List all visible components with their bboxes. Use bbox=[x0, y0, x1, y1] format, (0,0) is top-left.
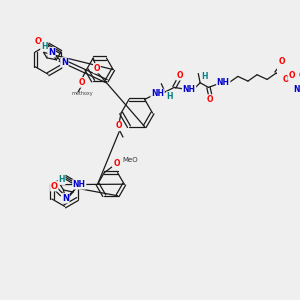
Text: O: O bbox=[298, 71, 300, 80]
Text: O: O bbox=[114, 159, 121, 168]
Text: N: N bbox=[61, 58, 68, 67]
Text: H: H bbox=[167, 92, 173, 101]
Text: H: H bbox=[58, 175, 65, 184]
Text: MeO: MeO bbox=[123, 157, 138, 163]
Text: H: H bbox=[202, 72, 208, 81]
Text: O: O bbox=[51, 182, 58, 191]
Text: O: O bbox=[283, 75, 290, 84]
Text: O: O bbox=[278, 58, 285, 67]
Text: O: O bbox=[35, 37, 42, 46]
Text: O: O bbox=[116, 122, 122, 130]
Text: O: O bbox=[79, 78, 85, 87]
Text: methoxy: methoxy bbox=[72, 92, 93, 97]
Text: O: O bbox=[94, 64, 100, 73]
Text: NH: NH bbox=[182, 85, 196, 94]
Text: O: O bbox=[288, 71, 295, 80]
Text: N: N bbox=[293, 85, 300, 94]
Text: N: N bbox=[62, 194, 69, 203]
Text: H: H bbox=[41, 42, 47, 51]
Text: NH: NH bbox=[217, 78, 230, 87]
Text: N: N bbox=[48, 48, 55, 57]
Text: NH: NH bbox=[151, 89, 164, 98]
Text: NH: NH bbox=[73, 180, 86, 189]
Text: O: O bbox=[176, 71, 183, 80]
Text: O: O bbox=[207, 95, 214, 104]
